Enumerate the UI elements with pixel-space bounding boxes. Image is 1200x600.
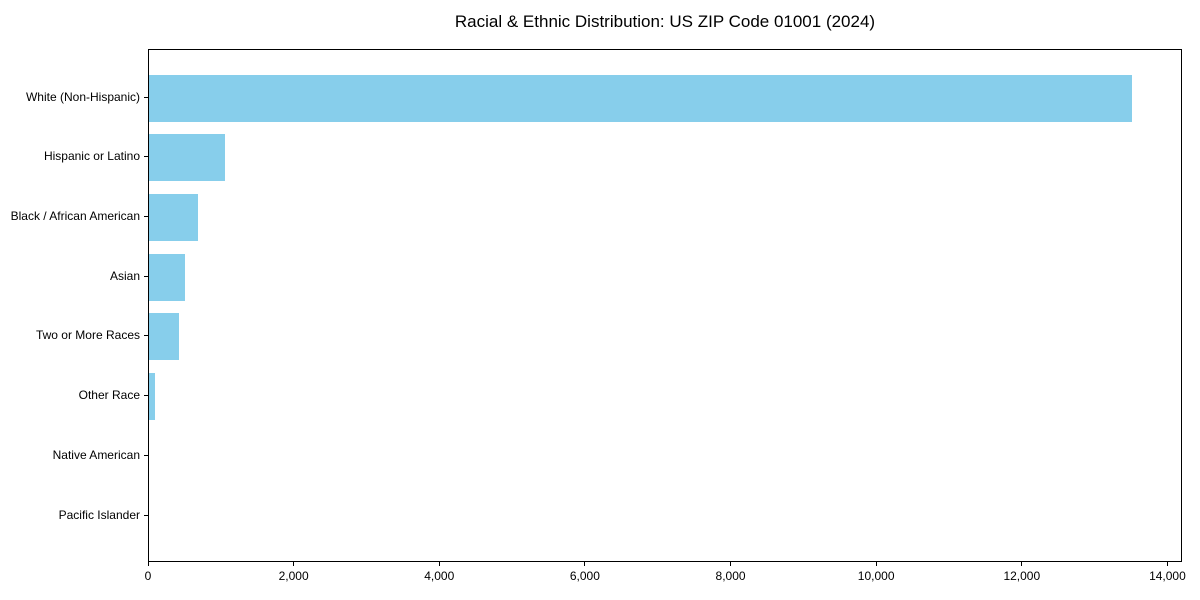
bar-two-or-more-races	[149, 313, 179, 361]
y-axis-label-native-american: Native American	[52, 447, 140, 462]
y-axis-label-white-non-hispanic: White (Non-Hispanic)	[25, 89, 140, 104]
x-axis-tick-label-6000: 6,000	[569, 569, 600, 583]
x-tick-mark	[1166, 562, 1168, 566]
y-tick-mark	[144, 454, 148, 456]
chart-title: Racial & Ethnic Distribution: US ZIP Cod…	[454, 12, 876, 31]
x-axis-tick-label-12000: 12,000	[1003, 569, 1041, 583]
y-axis-label-black-african-american: Black / African American	[10, 208, 140, 223]
x-axis-tick-label-2000: 2,000	[278, 569, 309, 583]
y-axis-label-two-or-more-races: Two or More Races	[35, 328, 140, 343]
y-axis-label-hispanic-or-latino: Hispanic or Latino	[43, 149, 140, 164]
bar-asian	[149, 253, 186, 301]
x-tick-mark	[147, 562, 149, 566]
y-tick-mark	[144, 335, 148, 337]
y-axis-label-asian: Asian	[109, 268, 140, 283]
bar-hispanic-or-latino	[149, 134, 226, 182]
y-tick-mark	[144, 156, 148, 158]
bar-black-african-american	[149, 193, 199, 241]
x-axis-tick-label-8000: 8,000	[715, 569, 746, 583]
y-tick-mark	[144, 514, 148, 516]
x-tick-mark	[438, 562, 440, 566]
bar-other-race	[149, 373, 155, 421]
y-axis-label-pacific-islander: Pacific Islander	[58, 507, 140, 522]
y-tick-mark	[144, 215, 148, 217]
x-tick-mark	[584, 562, 586, 566]
x-axis-tick-label-0: 0	[144, 569, 152, 583]
y-tick-mark	[144, 395, 148, 397]
bar-white-non-hispanic	[149, 74, 1132, 122]
y-tick-mark	[144, 275, 148, 277]
plot-area	[148, 49, 1182, 562]
x-axis-tick-label-4000: 4,000	[424, 569, 455, 583]
y-axis-label-other-race: Other Race	[78, 388, 140, 403]
x-axis-tick-label-14000: 14,000	[1149, 569, 1186, 583]
x-tick-mark	[293, 562, 295, 566]
x-tick-mark	[730, 562, 732, 566]
y-tick-mark	[144, 96, 148, 98]
x-axis-tick-label-10000: 10,000	[857, 569, 895, 583]
x-tick-mark	[1021, 562, 1023, 566]
x-tick-mark	[875, 562, 877, 566]
